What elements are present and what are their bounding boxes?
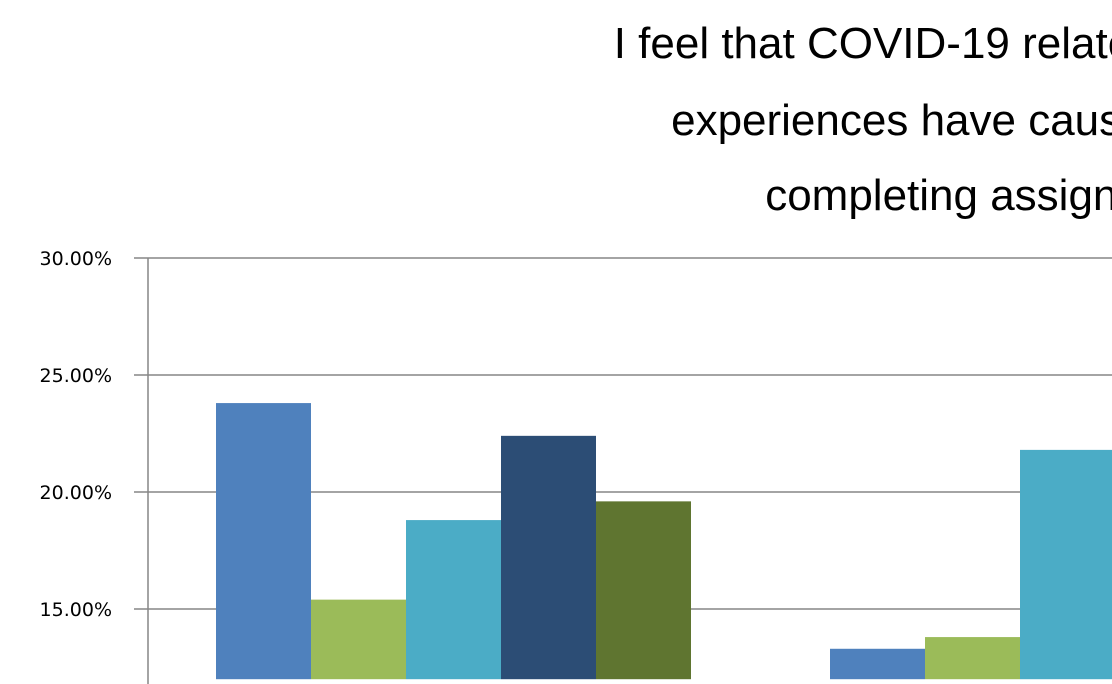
y-tick-label: 25.00% — [40, 365, 112, 387]
bar — [925, 637, 1020, 680]
chart-title-line: I feel that COVID-19 related me — [614, 19, 1112, 68]
bars — [216, 403, 1112, 680]
chart-title-line: experiences have caused diffi — [671, 96, 1112, 145]
bar — [216, 403, 311, 680]
bar — [596, 501, 691, 680]
bar — [406, 520, 501, 680]
bar — [830, 648, 925, 680]
y-tick-label: 20.00% — [40, 482, 112, 504]
y-axis-tick-labels: 15.00% 20.00% 25.00% 30.00% — [40, 248, 112, 621]
y-tick-label: 15.00% — [40, 599, 112, 621]
y-tick-label: 30.00% — [40, 248, 112, 270]
bar — [501, 435, 596, 680]
bar — [1020, 449, 1112, 680]
chart-title: I feel that COVID-19 related me experien… — [614, 19, 1112, 220]
bar — [311, 599, 406, 680]
chart-title-line: completing assignmen — [765, 171, 1112, 220]
